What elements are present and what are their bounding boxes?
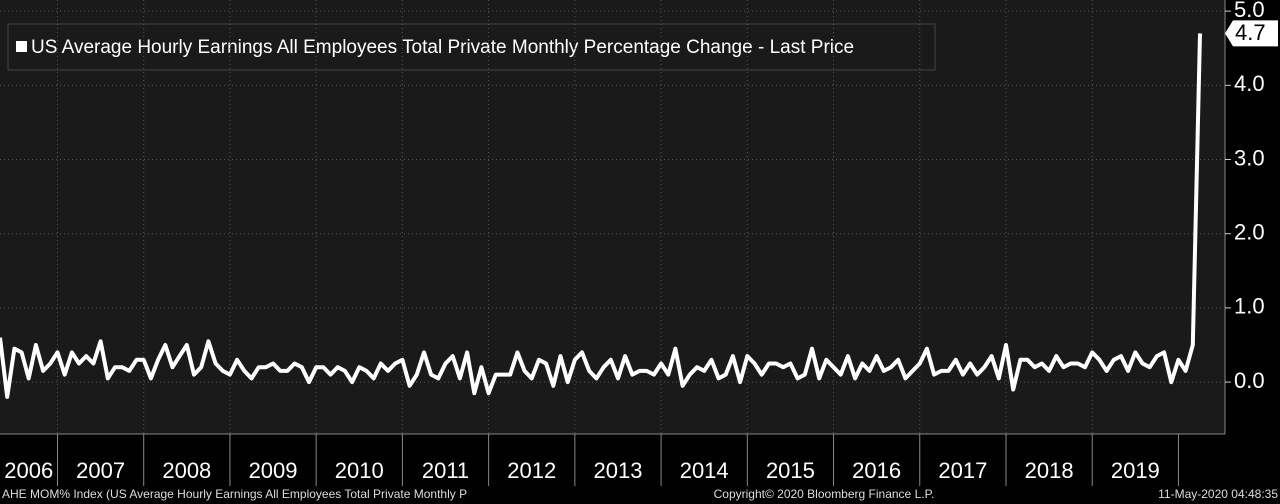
- legend-box: [7, 23, 936, 71]
- x-tick-label: 2008: [162, 458, 211, 483]
- x-tick-label: 2018: [1025, 458, 1074, 483]
- y-tick-label: 3.0: [1234, 145, 1265, 170]
- x-tick-label: 2013: [593, 458, 642, 483]
- legend-label: US Average Hourly Earnings All Employees…: [31, 37, 854, 58]
- x-tick-label: 2010: [335, 458, 384, 483]
- y-tick-label: 2.0: [1234, 220, 1265, 245]
- x-tick-label: 2019: [1111, 458, 1160, 483]
- data-line: [0, 33, 1202, 399]
- y-tick-label: 5.0: [1234, 0, 1265, 22]
- x-tick-label: 2009: [249, 458, 298, 483]
- legend-swatch: [16, 41, 27, 52]
- x-tick-label: 2011: [422, 458, 469, 483]
- x-tick-label: 2014: [680, 458, 729, 483]
- y-tick-label: 4.0: [1234, 71, 1265, 96]
- x-tick-label: 2015: [766, 458, 815, 483]
- x-tick-label: 2012: [507, 458, 556, 483]
- y-tick-label: 1.0: [1234, 294, 1265, 319]
- x-tick-label: 2016: [852, 458, 901, 483]
- footer-left: AHE MOM% Index (US Average Hourly Earnin…: [2, 487, 467, 501]
- footer-center: Copyright© 2020 Bloomberg Finance L.P.: [714, 487, 935, 501]
- footer-right: 11-May-2020 04:48:35: [1158, 487, 1278, 501]
- y-tick-label: 0.0: [1234, 368, 1265, 393]
- last-value-label: 4.7: [1235, 20, 1266, 45]
- x-tick-label: 2017: [938, 458, 987, 483]
- x-tick-label: 2007: [76, 458, 125, 483]
- x-tick-label: 2006: [4, 458, 53, 483]
- last-value-box: [1225, 20, 1278, 47]
